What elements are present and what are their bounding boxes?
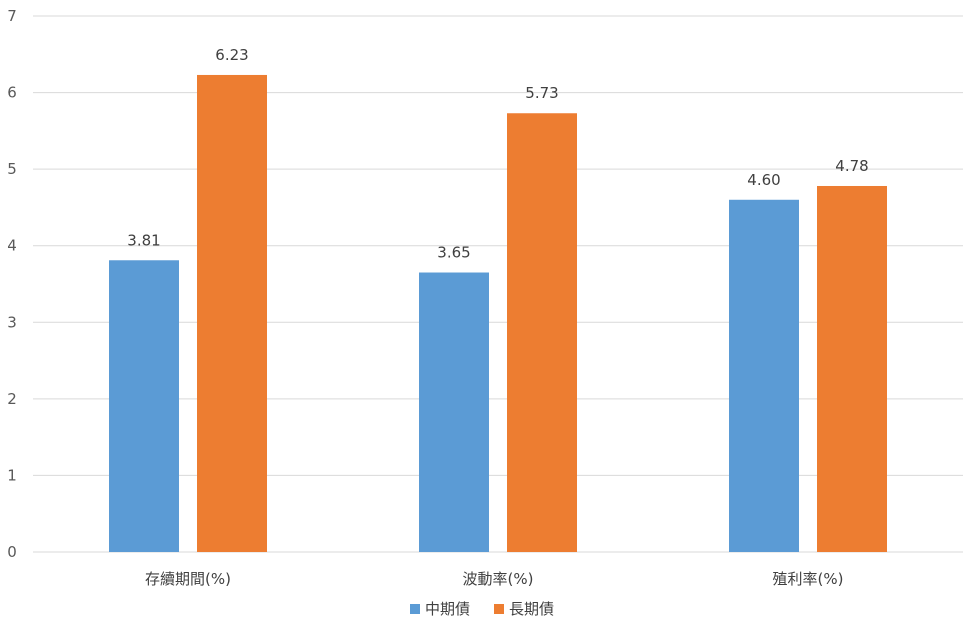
y-tick-label: 7 bbox=[7, 7, 17, 25]
data-label: 3.65 bbox=[437, 244, 470, 262]
legend: 中期債 長期債 bbox=[410, 600, 554, 618]
data-label: 6.23 bbox=[215, 46, 248, 64]
y-tick-label: 6 bbox=[7, 84, 17, 102]
y-tick-label: 0 bbox=[7, 543, 17, 561]
data-label: 4.78 bbox=[835, 157, 868, 175]
bar-long-term bbox=[817, 185, 887, 552]
bar-long-term bbox=[507, 113, 577, 552]
y-axis-ticks: 0 1 2 3 4 5 6 7 bbox=[7, 7, 17, 561]
x-category-label: 殖利率(%) bbox=[773, 570, 844, 588]
bar-mid-term bbox=[109, 260, 179, 552]
data-label: 3.81 bbox=[127, 231, 160, 249]
y-tick-label: 3 bbox=[7, 313, 17, 331]
legend-label: 中期債 bbox=[425, 600, 470, 618]
y-tick-label: 1 bbox=[7, 466, 17, 484]
legend-swatch bbox=[410, 604, 420, 614]
bars bbox=[109, 74, 887, 553]
gridlines bbox=[33, 15, 963, 553]
bar-long-term bbox=[197, 74, 267, 553]
data-label: 4.60 bbox=[747, 171, 780, 189]
data-labels: 3.81 6.23 3.65 5.73 4.60 4.78 bbox=[127, 46, 868, 262]
x-category-label: 存續期間(%) bbox=[145, 570, 231, 588]
legend-label: 長期債 bbox=[509, 600, 554, 618]
bar-mid-term bbox=[419, 272, 489, 552]
y-tick-label: 2 bbox=[7, 390, 17, 408]
data-label: 5.73 bbox=[525, 84, 558, 102]
legend-swatch bbox=[494, 604, 504, 614]
bar-mid-term bbox=[729, 199, 799, 552]
x-axis-labels: 存續期間(%) 波動率(%) 殖利率(%) bbox=[145, 570, 843, 588]
y-tick-label: 4 bbox=[7, 237, 17, 255]
x-category-label: 波動率(%) bbox=[463, 570, 534, 588]
y-tick-label: 5 bbox=[7, 160, 17, 178]
